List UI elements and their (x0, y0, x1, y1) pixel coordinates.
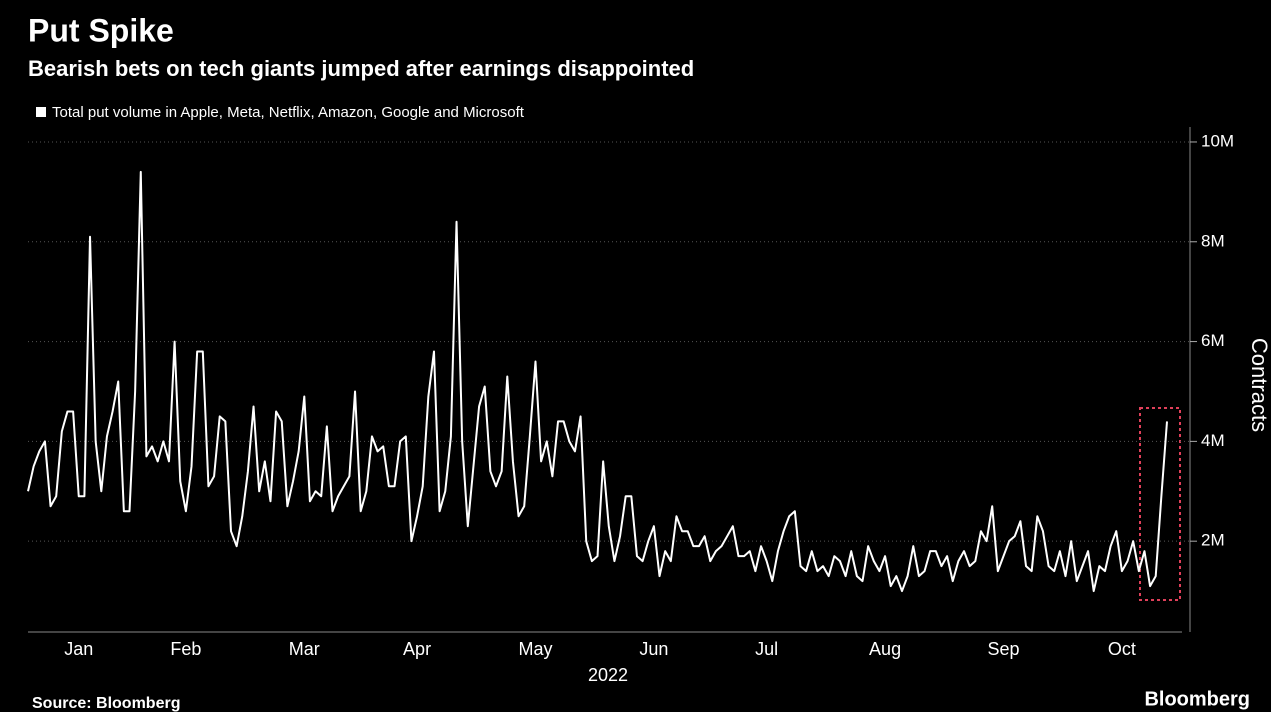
y-tick-label: 6M (1201, 331, 1225, 350)
x-tick-label: Mar (289, 639, 320, 659)
x-tick-label: Sep (987, 639, 1019, 659)
chart-subtitle: Bearish bets on tech giants jumped after… (28, 56, 694, 81)
legend-label: Total put volume in Apple, Meta, Netflix… (52, 104, 525, 121)
legend-swatch (36, 107, 46, 117)
highlight-box (1139, 407, 1181, 601)
y-tick-label: 2M (1201, 531, 1225, 550)
x-tick-label: Jun (639, 639, 668, 659)
y-tick-label: 10M (1201, 131, 1234, 150)
x-tick-label: Apr (403, 639, 431, 659)
line-series (27, 170, 1168, 593)
x-tick-label: Feb (170, 639, 201, 659)
y-tick-label: 8M (1201, 231, 1225, 250)
x-axis-title: 2022 (588, 665, 628, 685)
brand: Bloomberg (1144, 688, 1250, 710)
chart-title: Put Spike (28, 12, 174, 48)
x-tick-label: Oct (1108, 639, 1136, 659)
y-axis-title: Contracts (1247, 338, 1271, 432)
x-tick-label: Jul (755, 639, 778, 659)
x-tick-label: Aug (869, 639, 901, 659)
y-tick-label: 4M (1201, 431, 1225, 450)
x-tick-label: Jan (64, 639, 93, 659)
source: Source: Bloomberg (32, 695, 180, 712)
x-tick-label: May (518, 639, 552, 659)
